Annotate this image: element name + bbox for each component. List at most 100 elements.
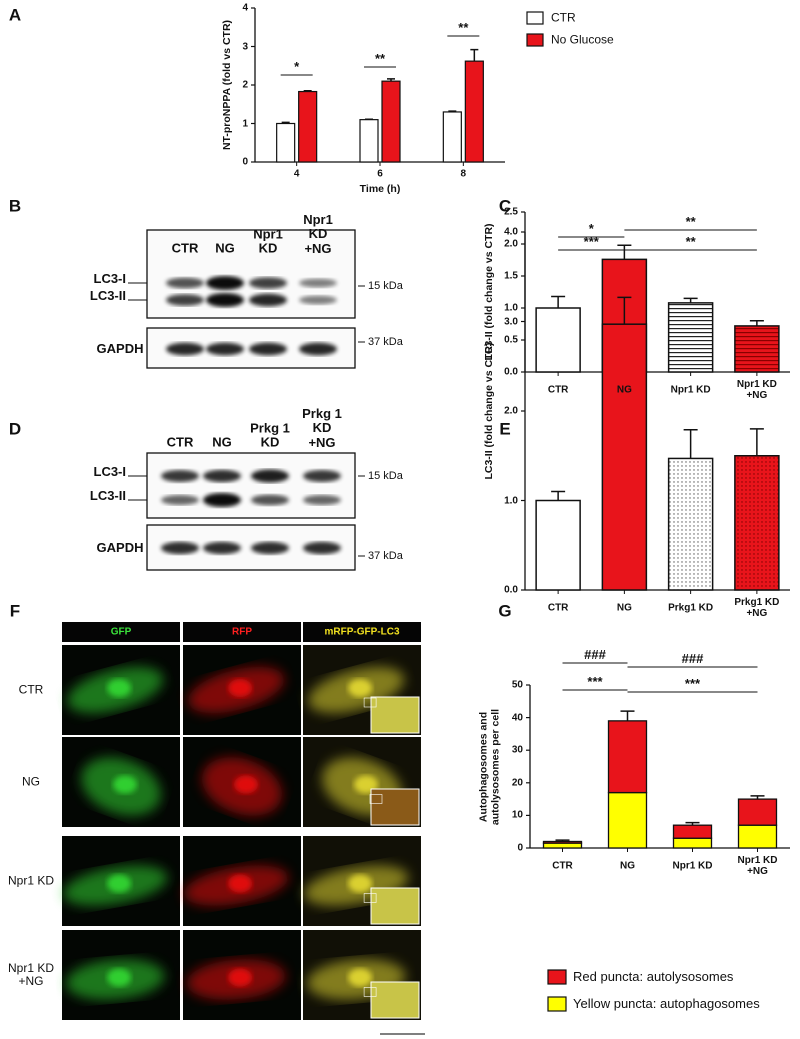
blot-band: [166, 294, 204, 306]
significance-label: ***: [583, 233, 599, 249]
y-tick-label: 50: [511, 679, 523, 691]
significance-label: *: [588, 220, 594, 236]
bar: [535, 307, 581, 373]
bar-segment: [737, 824, 778, 849]
lane-label: NG: [215, 240, 235, 256]
y-tick-label: 1.0: [504, 495, 518, 506]
error-bar: [448, 110, 457, 112]
cell-nucleus: [348, 874, 373, 893]
cell-nucleus: [228, 874, 253, 893]
x-axis-label: Time (h): [359, 183, 401, 196]
x-tick-label: Prkg1 KD +NG: [734, 597, 780, 619]
blot-band: [249, 293, 287, 307]
blot-frame: [146, 452, 356, 519]
bar-segment: [542, 840, 583, 844]
x-tick-label: CTR: [547, 602, 569, 614]
legend-label: No Glucose: [551, 32, 614, 47]
error-bar: [617, 244, 632, 260]
band-label: LC3-I: [93, 463, 127, 479]
cell-nucleus: [348, 968, 373, 987]
bar: [734, 325, 780, 373]
inset-region: [363, 697, 377, 708]
condition-label: Npr1 KD +NG: [7, 960, 54, 988]
channel-header: RFP: [232, 626, 252, 638]
bar-segment: [607, 791, 648, 849]
size-marker: 37 kDa: [368, 549, 403, 562]
lane-label: NG: [212, 434, 232, 450]
error-bar: [683, 297, 698, 303]
error-bar: [470, 48, 479, 62]
y-tick-label: 4: [242, 2, 248, 14]
bar: [601, 323, 648, 591]
blot-band: [249, 277, 287, 289]
blot-band: [161, 495, 199, 505]
legend-swatch: [526, 33, 544, 47]
error-bar: [685, 821, 700, 826]
inset: [370, 696, 420, 734]
x-tick-label: Npr1 KD: [670, 384, 711, 396]
y-tick-label: 20: [511, 777, 523, 789]
cell-nucleus: [113, 775, 137, 794]
bar-segment: [672, 837, 713, 849]
y-tick-label: 2.0: [504, 405, 518, 417]
inset-region: [363, 987, 377, 997]
legend-label: Red puncta: autolysosomes: [573, 968, 734, 984]
y-tick-label: 2.0: [504, 238, 518, 250]
error-bar: [387, 78, 395, 82]
legend-label: Yellow puncta: autophagosomes: [573, 995, 760, 1011]
cell-nucleus: [348, 679, 373, 697]
x-tick-label: NG: [620, 860, 635, 872]
bar: [276, 122, 296, 163]
bar: [359, 119, 379, 163]
condition-label: Npr1 KD: [7, 873, 54, 888]
lane-label: CTR: [166, 434, 194, 450]
inset-region: [369, 794, 383, 804]
bar: [734, 455, 780, 591]
significance-label: ###: [681, 650, 704, 666]
blot-band: [299, 342, 337, 356]
bar: [535, 499, 581, 591]
error-bar: [281, 121, 290, 124]
y-tick-label: 1.5: [504, 270, 518, 282]
error-bar: [683, 429, 698, 459]
error-bar: [620, 710, 635, 721]
blot-band: [166, 342, 204, 356]
bar: [464, 60, 484, 163]
cell-nucleus: [228, 968, 253, 987]
y-tick-label: 0: [242, 156, 248, 168]
significance-label: **: [458, 19, 469, 35]
loading-label: GAPDH: [96, 539, 144, 555]
inset: [370, 788, 420, 826]
size-marker: 15 kDa: [368, 279, 403, 292]
significance-label: **: [374, 50, 386, 66]
error-bar: [617, 296, 632, 325]
channel-header: GFP: [110, 626, 132, 638]
panel-letter: D: [8, 419, 22, 439]
significance-label: ***: [684, 675, 701, 691]
y-tick-label: 2: [242, 79, 248, 91]
significance-label: **: [685, 233, 696, 249]
x-tick-label: Npr1 KD: [672, 860, 713, 872]
y-tick-label: 3.0: [504, 316, 518, 327]
panel-letter: F: [9, 601, 21, 621]
panel-letter: B: [8, 196, 22, 216]
x-tick-label: Prkg1 KD: [668, 602, 714, 614]
x-tick-label: 4: [293, 168, 300, 180]
panel-letter: C: [498, 196, 512, 216]
lane-label: Npr1 KD +NG: [303, 212, 333, 256]
bar-segment: [607, 720, 648, 794]
channel-header-bg: [62, 622, 180, 642]
blot-band: [251, 494, 289, 506]
bar: [381, 80, 401, 163]
significance-label: **: [685, 213, 696, 229]
band-label: LC3-I: [93, 270, 127, 286]
cell-nucleus: [228, 679, 253, 697]
channel-header: mRFP-GFP-LC3: [324, 626, 400, 638]
size-marker: 15 kDa: [368, 469, 403, 482]
y-tick-label: 2.5: [504, 206, 518, 218]
legend-label: CTR: [551, 10, 576, 25]
blot-band: [203, 493, 241, 507]
y-tick-label: 0.0: [504, 366, 518, 378]
bar: [442, 111, 462, 163]
